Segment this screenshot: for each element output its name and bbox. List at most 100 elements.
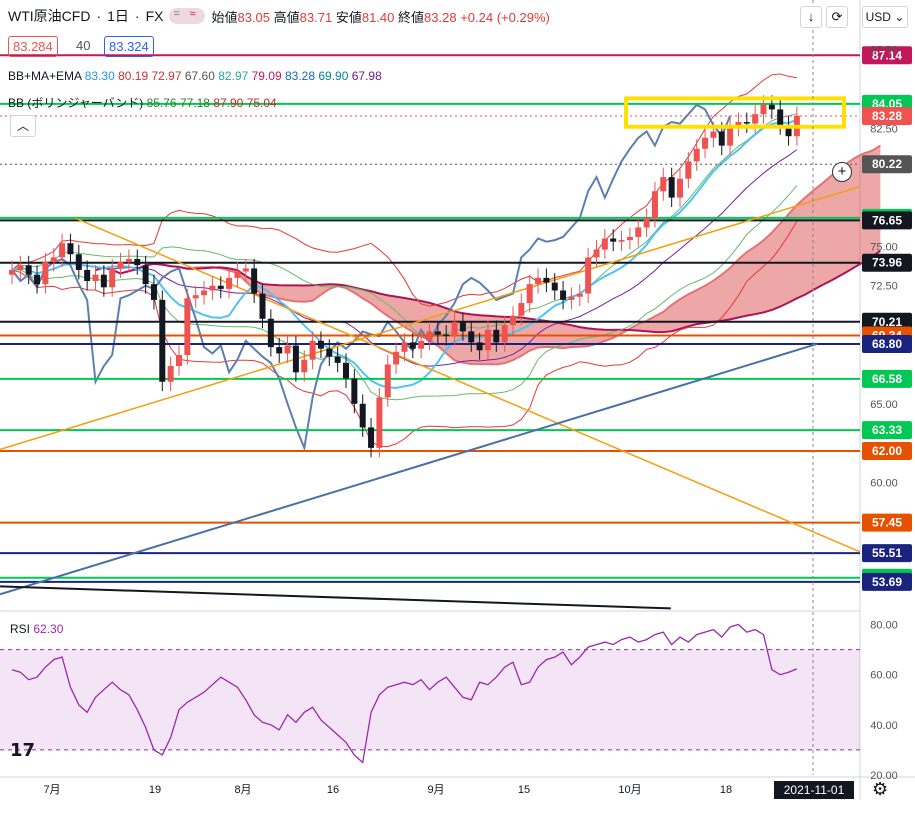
price-label-box bbox=[862, 369, 912, 388]
candle-body bbox=[610, 238, 617, 242]
candle-body bbox=[459, 321, 466, 332]
download-icon[interactable]: ↓ bbox=[800, 6, 822, 28]
exchange-label: FX bbox=[145, 8, 164, 24]
y-tick-label: 72.50 bbox=[870, 281, 898, 293]
candle-body bbox=[59, 243, 66, 258]
candle-body bbox=[25, 265, 32, 275]
candle-body bbox=[401, 342, 408, 352]
separator-dot: · bbox=[96, 8, 102, 24]
candle-body bbox=[551, 282, 558, 291]
cloud-span-b bbox=[95, 249, 881, 334]
candle-body bbox=[418, 340, 425, 349]
candle-body bbox=[510, 315, 516, 326]
candle-body bbox=[109, 268, 116, 288]
gear-icon[interactable]: ⚙ bbox=[872, 779, 889, 799]
candle-body bbox=[735, 122, 742, 127]
collapse-legend-button[interactable]: ︿ bbox=[10, 115, 36, 137]
candle-body bbox=[384, 364, 391, 398]
candle-body bbox=[67, 243, 74, 255]
ohlc-values: 始値83.05 高値83.71 安値81.40 終値83.28 +0.24 (+… bbox=[211, 9, 550, 25]
candle-body bbox=[301, 359, 308, 373]
rsi-tick-label: 80.00 bbox=[870, 620, 898, 632]
rsi-band bbox=[0, 649, 860, 750]
sell-price-button[interactable]: 83.284 bbox=[8, 36, 58, 57]
candle-body bbox=[75, 254, 82, 270]
indicator-bollinger[interactable]: BB (ボリンジャーバンド) 85.76 77.18 87.90 75.04 bbox=[8, 96, 277, 110]
candle-body bbox=[585, 257, 592, 294]
symbol-name[interactable]: WTI原油CFD bbox=[8, 8, 91, 24]
rsi-tick-label: 60.00 bbox=[870, 670, 898, 682]
candle-body bbox=[368, 427, 375, 448]
candle-body bbox=[560, 290, 567, 300]
candle-body bbox=[468, 331, 475, 343]
price-label-box bbox=[862, 211, 912, 230]
price-label-box bbox=[862, 253, 912, 272]
candle-body bbox=[568, 296, 575, 300]
candle-body bbox=[535, 277, 542, 285]
price-label: 57.45 bbox=[872, 516, 902, 530]
rsi-legend[interactable]: RSI 62.30 bbox=[10, 622, 64, 636]
candle-body bbox=[651, 191, 658, 219]
candle-body bbox=[167, 366, 174, 382]
candle-body bbox=[134, 258, 141, 266]
candle-body bbox=[125, 258, 132, 263]
highlight-box bbox=[624, 96, 846, 129]
x-tick-label: 15 bbox=[518, 784, 530, 796]
x-tick-label: 10月 bbox=[618, 784, 641, 796]
candle-body bbox=[752, 114, 759, 124]
candle-body bbox=[100, 274, 107, 288]
price-label: 83.28 bbox=[872, 109, 902, 123]
x-tick-label: 7月 bbox=[43, 784, 60, 796]
candle-body bbox=[17, 265, 24, 270]
candle-body bbox=[777, 109, 784, 126]
candle-body bbox=[518, 303, 525, 316]
candle-body bbox=[359, 403, 366, 428]
candle-body bbox=[768, 104, 775, 110]
candle-body bbox=[142, 265, 149, 285]
candle-body bbox=[276, 347, 283, 354]
candle-body bbox=[727, 126, 734, 146]
indicator-bb-ma-ema[interactable]: BB+MA+EMA 83.30 80.19 72.97 67.60 82.97 … bbox=[8, 69, 382, 83]
candle-body bbox=[317, 340, 324, 349]
x-tick-label: 18 bbox=[720, 784, 732, 796]
y-tick-label: 82.50 bbox=[870, 123, 898, 135]
candle-body bbox=[309, 340, 316, 360]
price-label-box bbox=[862, 513, 912, 532]
candle-body bbox=[209, 285, 216, 291]
price-label-box bbox=[862, 155, 912, 174]
interval-label[interactable]: 1日 bbox=[107, 8, 129, 24]
candle-body bbox=[576, 293, 583, 297]
currency-select[interactable]: USD ⌄ bbox=[862, 6, 908, 28]
candle-body bbox=[284, 345, 291, 354]
y-tick-label: 60.00 bbox=[870, 477, 898, 489]
candle-body bbox=[376, 397, 383, 448]
candle-body bbox=[242, 268, 249, 272]
candle-body bbox=[334, 356, 341, 363]
candle-body bbox=[743, 122, 750, 124]
compare-toggle-icon[interactable]: = ≈ bbox=[169, 8, 206, 24]
price-label: 87.14 bbox=[872, 48, 902, 62]
candle-body bbox=[476, 342, 483, 351]
candle-body bbox=[760, 104, 767, 115]
candle-body bbox=[117, 262, 124, 269]
candle-body bbox=[292, 345, 299, 373]
replay-icon[interactable]: ⟳ bbox=[826, 6, 848, 28]
x-tick-label: 9月 bbox=[427, 784, 444, 796]
candle-body bbox=[259, 293, 266, 319]
ichimoku-cloud bbox=[95, 145, 881, 365]
add-order-icon[interactable]: + bbox=[832, 162, 852, 182]
x-tick-label: 8月 bbox=[234, 784, 251, 796]
buy-price-button[interactable]: 83.324 bbox=[104, 36, 154, 57]
price-label: 55.51 bbox=[872, 546, 902, 560]
chart-header: WTI原油CFD · 1日 · FX = ≈ 始値83.05 高値83.71 安値… bbox=[8, 6, 550, 26]
candles bbox=[9, 95, 800, 458]
price-label-box bbox=[862, 46, 912, 65]
candle-body bbox=[217, 285, 224, 289]
candle-body bbox=[351, 378, 358, 404]
candle-body bbox=[393, 351, 400, 365]
candle-body bbox=[267, 318, 274, 348]
y-tick-label: 65.00 bbox=[870, 399, 898, 411]
candle-body bbox=[92, 274, 99, 282]
candle-body bbox=[234, 271, 241, 278]
